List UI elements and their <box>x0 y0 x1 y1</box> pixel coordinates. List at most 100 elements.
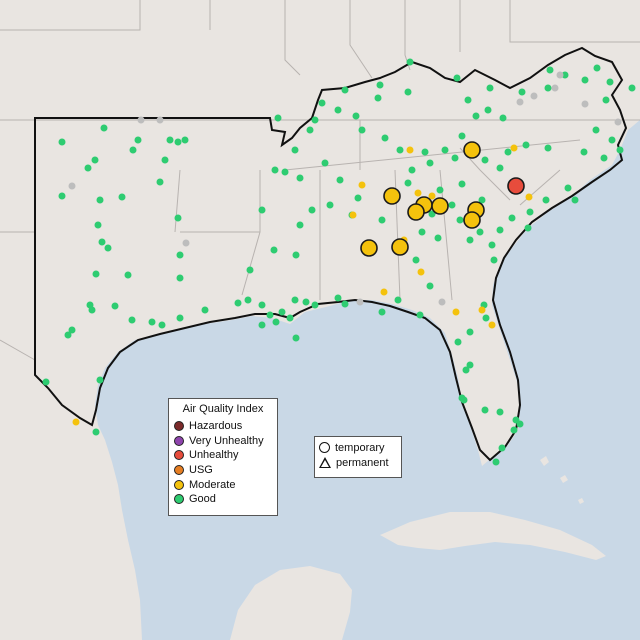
good-site-marker[interactable] <box>448 201 456 209</box>
good-site-marker[interactable] <box>274 114 282 122</box>
good-site-marker[interactable] <box>466 236 474 244</box>
good-site-marker[interactable] <box>510 426 518 434</box>
good-site-marker[interactable] <box>176 314 184 322</box>
good-site-marker[interactable] <box>92 428 100 436</box>
no-data-site-marker[interactable] <box>137 116 145 124</box>
good-site-marker[interactable] <box>478 196 486 204</box>
moderate-temporary-site-marker[interactable] <box>463 211 481 229</box>
good-site-marker[interactable] <box>608 136 616 144</box>
good-site-marker[interactable] <box>412 256 420 264</box>
good-site-marker[interactable] <box>98 238 106 246</box>
good-site-marker[interactable] <box>421 148 429 156</box>
good-site-marker[interactable] <box>378 216 386 224</box>
good-site-marker[interactable] <box>292 251 300 259</box>
moderate-temporary-site-marker[interactable] <box>463 141 481 159</box>
good-site-marker[interactable] <box>426 282 434 290</box>
good-site-marker[interactable] <box>291 146 299 154</box>
moderate-site-marker[interactable] <box>428 192 436 200</box>
good-site-marker[interactable] <box>482 314 490 322</box>
moderate-temporary-site-marker[interactable] <box>431 197 449 215</box>
good-site-marker[interactable] <box>564 184 572 192</box>
good-site-marker[interactable] <box>374 94 382 102</box>
good-site-marker[interactable] <box>91 156 99 164</box>
good-site-marker[interactable] <box>134 136 142 144</box>
good-site-marker[interactable] <box>466 361 474 369</box>
good-site-marker[interactable] <box>308 206 316 214</box>
good-site-marker[interactable] <box>581 76 589 84</box>
good-site-marker[interactable] <box>42 378 50 386</box>
good-site-marker[interactable] <box>408 166 416 174</box>
moderate-site-marker[interactable] <box>525 193 533 201</box>
good-site-marker[interactable] <box>358 126 366 134</box>
good-site-marker[interactable] <box>326 201 334 209</box>
good-site-marker[interactable] <box>104 244 112 252</box>
good-site-marker[interactable] <box>546 66 554 74</box>
no-data-site-marker[interactable] <box>551 84 559 92</box>
good-site-marker[interactable] <box>311 301 319 309</box>
good-site-marker[interactable] <box>244 296 252 304</box>
good-site-marker[interactable] <box>161 156 169 164</box>
good-site-marker[interactable] <box>176 274 184 282</box>
no-data-site-marker[interactable] <box>614 118 622 126</box>
good-site-marker[interactable] <box>84 164 92 172</box>
good-site-marker[interactable] <box>441 146 449 154</box>
good-site-marker[interactable] <box>454 338 462 346</box>
good-site-marker[interactable] <box>464 96 472 104</box>
good-site-marker[interactable] <box>426 159 434 167</box>
moderate-site-marker[interactable] <box>417 268 425 276</box>
good-site-marker[interactable] <box>486 84 494 92</box>
good-site-marker[interactable] <box>484 106 492 114</box>
good-site-marker[interactable] <box>488 241 496 249</box>
good-site-marker[interactable] <box>111 302 119 310</box>
good-site-marker[interactable] <box>352 112 360 120</box>
good-site-marker[interactable] <box>174 138 182 146</box>
good-site-marker[interactable] <box>272 318 280 326</box>
good-site-marker[interactable] <box>258 301 266 309</box>
moderate-temporary-site-marker[interactable] <box>383 187 401 205</box>
good-site-marker[interactable] <box>418 228 426 236</box>
good-site-marker[interactable] <box>593 64 601 72</box>
good-site-marker[interactable] <box>156 178 164 186</box>
good-site-marker[interactable] <box>378 308 386 316</box>
good-site-marker[interactable] <box>544 84 552 92</box>
good-site-marker[interactable] <box>311 116 319 124</box>
good-site-marker[interactable] <box>458 132 466 140</box>
moderate-site-marker[interactable] <box>452 308 460 316</box>
good-site-marker[interactable] <box>270 246 278 254</box>
good-site-marker[interactable] <box>354 194 362 202</box>
good-site-marker[interactable] <box>394 296 402 304</box>
good-site-marker[interactable] <box>318 99 326 107</box>
moderate-temporary-site-marker[interactable] <box>360 239 378 257</box>
moderate-site-marker[interactable] <box>358 181 366 189</box>
good-site-marker[interactable] <box>496 408 504 416</box>
no-data-site-marker[interactable] <box>356 298 364 306</box>
good-site-marker[interactable] <box>92 270 100 278</box>
good-site-marker[interactable] <box>68 326 76 334</box>
good-site-marker[interactable] <box>306 126 314 134</box>
no-data-site-marker[interactable] <box>556 71 564 79</box>
unhealthy-temporary-site-marker[interactable] <box>507 177 525 195</box>
good-site-marker[interactable] <box>524 224 532 232</box>
good-site-marker[interactable] <box>499 114 507 122</box>
good-site-marker[interactable] <box>451 154 459 162</box>
good-site-marker[interactable] <box>64 331 72 339</box>
good-site-marker[interactable] <box>302 298 310 306</box>
good-site-marker[interactable] <box>561 71 569 79</box>
good-site-marker[interactable] <box>476 228 484 236</box>
good-site-marker[interactable] <box>341 300 349 308</box>
good-site-marker[interactable] <box>291 296 299 304</box>
good-site-marker[interactable] <box>296 174 304 182</box>
good-site-marker[interactable] <box>496 164 504 172</box>
good-site-marker[interactable] <box>490 256 498 264</box>
good-site-marker[interactable] <box>496 226 504 234</box>
good-site-marker[interactable] <box>258 321 266 329</box>
good-site-marker[interactable] <box>542 196 550 204</box>
good-site-marker[interactable] <box>124 271 132 279</box>
no-data-site-marker[interactable] <box>182 239 190 247</box>
good-site-marker[interactable] <box>600 154 608 162</box>
good-site-marker[interactable] <box>234 299 242 307</box>
good-site-marker[interactable] <box>100 124 108 132</box>
moderate-site-marker[interactable] <box>380 288 388 296</box>
good-site-marker[interactable] <box>616 146 624 154</box>
